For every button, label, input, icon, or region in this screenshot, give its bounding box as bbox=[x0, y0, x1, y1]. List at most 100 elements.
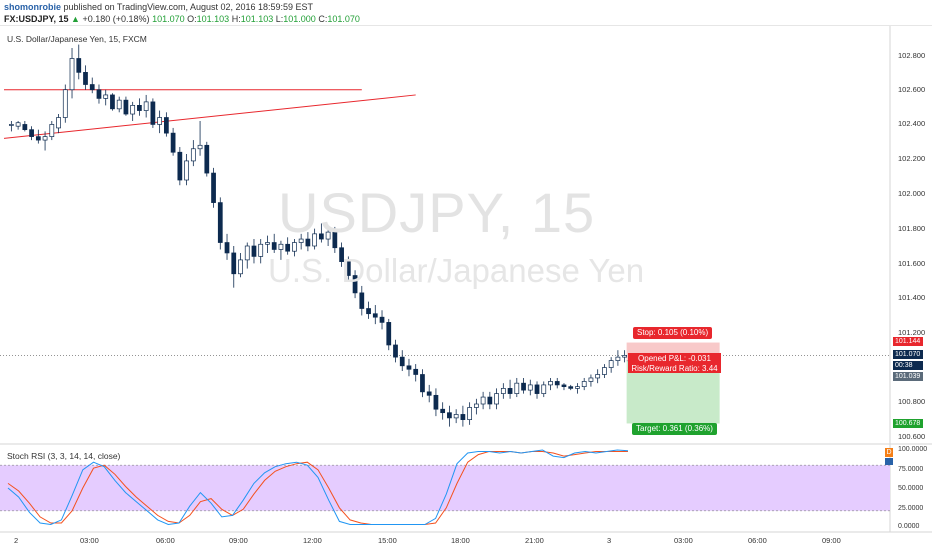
up-arrow-icon: ▲ bbox=[71, 14, 80, 24]
candle bbox=[285, 243, 291, 252]
ohlc-line: FX:USDJPY, 15 ▲ +0.180 (+0.18%) 101.070 … bbox=[4, 14, 360, 25]
price-tick: 101.600 bbox=[898, 259, 926, 268]
name-watermark: U.S. Dollar/Japanese Yen bbox=[268, 252, 645, 289]
candle bbox=[204, 144, 210, 174]
rsi-pane-title: Stoch RSI (3, 3, 14, 14, close) bbox=[7, 451, 121, 461]
candle bbox=[184, 160, 189, 181]
candle bbox=[473, 403, 479, 408]
target-label[interactable]: Target: 0.361 (0.36%) bbox=[632, 423, 717, 435]
candle bbox=[177, 151, 183, 181]
price-tick: 101.200 bbox=[898, 328, 926, 337]
candle bbox=[406, 365, 412, 370]
candle bbox=[22, 124, 28, 131]
close-value: 101.070 bbox=[327, 14, 360, 24]
candle bbox=[554, 381, 560, 386]
candle bbox=[83, 72, 88, 85]
candle bbox=[137, 105, 142, 111]
price-tick: 101.800 bbox=[898, 224, 926, 233]
candle bbox=[541, 384, 547, 394]
chart-canvas[interactable] bbox=[0, 26, 932, 550]
candle bbox=[460, 414, 466, 420]
last-price-badge: 101.070 bbox=[893, 350, 923, 359]
candle bbox=[393, 344, 398, 358]
candle bbox=[244, 245, 250, 261]
candle bbox=[42, 136, 48, 141]
low-value: 101.000 bbox=[283, 14, 316, 24]
price-tick: 102.200 bbox=[898, 154, 926, 163]
risk-reward-text: Risk/Reward Ratio: 3.44 bbox=[631, 363, 718, 373]
candle bbox=[345, 261, 351, 276]
price-tick: 102.800 bbox=[898, 51, 926, 60]
candle bbox=[15, 122, 21, 127]
rsi-band bbox=[0, 465, 890, 511]
time-tick: 06:00 bbox=[156, 536, 175, 545]
high-value: 101.103 bbox=[240, 14, 274, 24]
candle bbox=[325, 231, 331, 240]
indicator-icon[interactable]: D bbox=[885, 448, 893, 457]
candle bbox=[568, 386, 574, 389]
candle bbox=[89, 84, 95, 91]
candle bbox=[379, 316, 385, 323]
candle bbox=[265, 242, 270, 245]
candle bbox=[116, 99, 122, 110]
candle bbox=[527, 384, 533, 391]
price-tick: 102.400 bbox=[898, 119, 926, 128]
price-tick: 102.600 bbox=[898, 85, 926, 94]
candle bbox=[413, 368, 419, 375]
time-tick: 09:00 bbox=[229, 536, 248, 545]
candle bbox=[426, 391, 432, 396]
candle bbox=[467, 407, 473, 420]
candle bbox=[157, 117, 163, 125]
candle bbox=[49, 124, 55, 137]
trendline bbox=[3, 94, 416, 139]
stop-price-badge: 101.144 bbox=[893, 337, 923, 346]
candle bbox=[561, 384, 567, 387]
pnl-box[interactable]: Opened P&L: -0.031 Risk/Reward Ratio: 3.… bbox=[628, 353, 721, 373]
publisher-line: shomonrobie published on TradingView.com… bbox=[4, 2, 313, 13]
time-tick: 03:00 bbox=[80, 536, 99, 545]
candle bbox=[399, 356, 405, 367]
rsi-k-line bbox=[7, 449, 629, 526]
candle bbox=[190, 148, 196, 162]
close-label: C: bbox=[318, 14, 328, 24]
main-pane-title: U.S. Dollar/Japanese Yen, 15, FXCM bbox=[7, 34, 147, 44]
high-label: H: bbox=[231, 14, 241, 24]
candle bbox=[494, 393, 499, 405]
candle bbox=[487, 396, 493, 405]
candle bbox=[359, 292, 365, 309]
rsi-tick: 75.0000 bbox=[898, 466, 924, 473]
candle bbox=[278, 243, 284, 250]
candle bbox=[352, 275, 358, 294]
low-label: L: bbox=[275, 14, 284, 24]
stop-label[interactable]: Stop: 0.105 (0.10%) bbox=[633, 327, 713, 339]
candle bbox=[217, 202, 223, 243]
time-tick: 06:00 bbox=[748, 536, 767, 545]
candle bbox=[500, 388, 506, 394]
entry-price-badge: 101.039 bbox=[893, 372, 923, 381]
candle bbox=[130, 105, 136, 115]
rsi-tick: 100.0000 bbox=[898, 446, 928, 453]
candle bbox=[150, 101, 156, 125]
time-tick: 03:00 bbox=[674, 536, 693, 545]
candle bbox=[440, 408, 446, 414]
candle bbox=[62, 89, 68, 118]
candle bbox=[231, 252, 237, 275]
candle bbox=[622, 355, 628, 358]
candle bbox=[581, 381, 587, 387]
candle bbox=[238, 259, 243, 275]
chart-header: shomonrobie published on TradingView.com… bbox=[0, 0, 932, 26]
candle bbox=[433, 394, 439, 410]
candle bbox=[480, 396, 486, 405]
author-link[interactable]: shomonrobie bbox=[4, 2, 62, 12]
open-label: O: bbox=[187, 14, 197, 24]
candle bbox=[96, 89, 102, 99]
indicator-color-icon bbox=[885, 458, 893, 465]
candle bbox=[372, 313, 378, 318]
target-price-badge: 100.678 bbox=[893, 419, 923, 428]
candle bbox=[332, 231, 338, 249]
candle bbox=[258, 243, 264, 257]
candle bbox=[251, 245, 257, 257]
candle bbox=[453, 414, 459, 419]
time-tick: 3 bbox=[607, 536, 612, 545]
candle bbox=[292, 242, 297, 252]
